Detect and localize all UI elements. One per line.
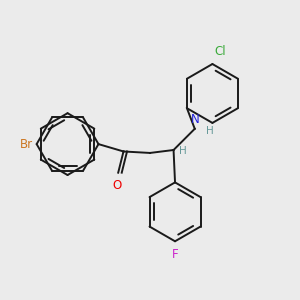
Text: H: H: [206, 126, 214, 136]
Text: Br: Br: [20, 138, 33, 151]
Text: Cl: Cl: [214, 45, 226, 58]
Text: O: O: [112, 179, 122, 192]
Text: F: F: [172, 248, 178, 261]
Text: H: H: [179, 146, 187, 157]
Text: N: N: [190, 113, 199, 126]
